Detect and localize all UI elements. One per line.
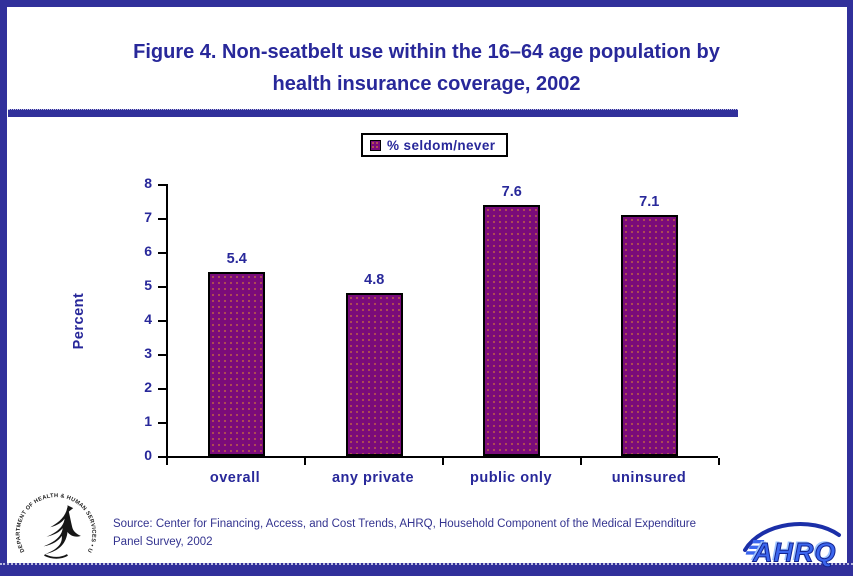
x-axis-labels: overall any private public only uninsured <box>166 470 718 486</box>
bar <box>483 205 541 456</box>
x-tick-mark <box>442 458 444 465</box>
y-tick-label: 1 <box>144 413 152 429</box>
y-tick-mark <box>158 218 167 220</box>
legend-label: % seldom/never <box>387 137 496 153</box>
ahrq-swoosh-arc <box>743 522 841 552</box>
x-category-label: any private <box>331 470 415 486</box>
x-tick-mark <box>166 458 168 465</box>
y-tick-mark <box>158 388 167 390</box>
bar-cell: 7.6 <box>443 184 581 456</box>
svg-text:DEPARTMENT OF HEALTH & HUMAN S: DEPARTMENT OF HEALTH & HUMAN SERVICES • … <box>12 489 96 553</box>
frame-border-left <box>0 0 7 576</box>
plot-area: 5.4 4.8 7.6 7.1 <box>166 184 718 458</box>
y-tick-label: 2 <box>144 379 152 395</box>
bar <box>345 292 403 456</box>
y-tick-label: 8 <box>144 175 152 191</box>
x-category-label: uninsured <box>611 470 687 486</box>
chart-title-line2: health insurance coverage, 2002 <box>272 73 581 95</box>
y-tick-mark <box>158 286 167 288</box>
x-tick-mark <box>580 458 582 465</box>
y-tick-label: 7 <box>144 209 152 225</box>
y-tick-mark <box>158 456 167 458</box>
y-tick-mark <box>158 184 167 186</box>
bar-value-label: 4.8 <box>364 271 385 288</box>
y-axis-title: Percent <box>71 292 87 350</box>
hhs-ring-text: DEPARTMENT OF HEALTH & HUMAN SERVICES • … <box>12 489 96 553</box>
source-note: Source: Center for Financing, Access, an… <box>113 518 696 548</box>
hhs-seal-logo: DEPARTMENT OF HEALTH & HUMAN SERVICES • … <box>12 489 96 559</box>
ahrq-speed-lines <box>745 540 765 555</box>
x-tick-mark <box>304 458 306 465</box>
y-tick-label: 4 <box>144 311 152 327</box>
frame-border-top <box>0 0 853 7</box>
x-category-label: public only <box>469 470 553 486</box>
bars-container: 5.4 4.8 7.6 7.1 <box>168 184 718 456</box>
legend: % seldom/never <box>361 133 509 157</box>
bar-value-label: 5.4 <box>226 251 247 268</box>
chart-title-line1: Figure 4. Non-seatbelt use within the 16… <box>133 41 720 63</box>
title-divider-rule <box>8 109 738 117</box>
frame-border-right <box>847 0 853 576</box>
ahrq-wordmark-highlight: AHRQ <box>750 536 835 566</box>
x-category-label: overall <box>209 470 261 486</box>
bar-value-label: 7.1 <box>639 193 660 210</box>
chart-title: Figure 4. Non-seatbelt use within the 16… <box>10 36 843 100</box>
bar-cell: 4.8 <box>306 184 444 456</box>
legend-swatch-icon <box>370 139 381 151</box>
y-tick-mark <box>158 320 167 322</box>
x-tick-mark <box>718 458 720 465</box>
y-tick-label: 0 <box>144 447 152 463</box>
bar-cell: 7.1 <box>581 184 719 456</box>
ahrq-wordmark: AHRQ <box>752 538 837 568</box>
ahrq-logo: AHRQ AHRQ <box>743 522 841 568</box>
y-tick-mark <box>158 354 167 356</box>
bar <box>620 214 678 456</box>
y-tick-label: 5 <box>144 277 152 293</box>
bar-cell: 5.4 <box>168 184 306 456</box>
y-tick-label: 6 <box>144 243 152 259</box>
y-tick-mark <box>158 422 167 424</box>
y-tick-mark <box>158 252 167 254</box>
y-tick-label: 3 <box>144 345 152 361</box>
bar <box>208 272 266 456</box>
frame-border-bottom <box>0 563 853 576</box>
hhs-eagle-icon <box>43 505 81 559</box>
bar-value-label: 7.6 <box>501 184 522 200</box>
